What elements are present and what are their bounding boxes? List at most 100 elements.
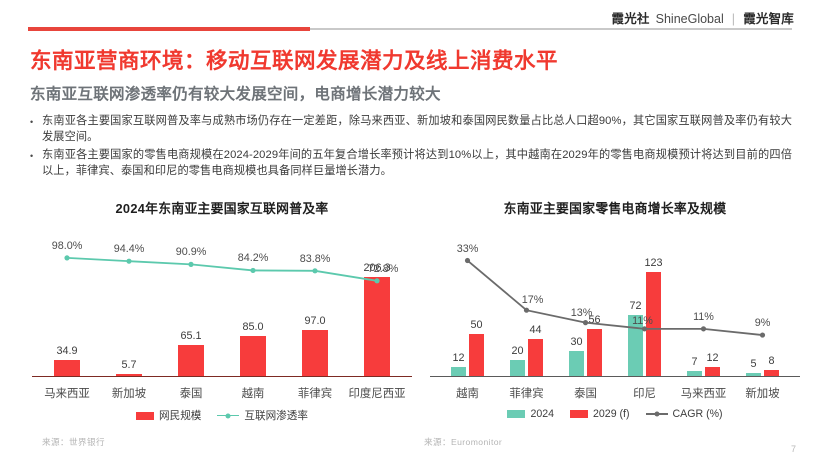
chart-plot-area: 12 50 20 44 30 56 72 123 7 12 5 8 33% 17% 13% 11% 11% 9% bbox=[424, 222, 806, 377]
chart-title: 东南亚主要国家零售电商增长率及规模 bbox=[503, 201, 727, 216]
legend-swatch-bar bbox=[136, 411, 155, 420]
legend-label: 2024 bbox=[530, 408, 555, 420]
chart-x-tick-label: 马来西亚 bbox=[44, 388, 90, 400]
chart-line-value-label: 98.0% bbox=[51, 239, 83, 252]
chart-title: 2024年东南亚主要国家互联网普及率 bbox=[115, 201, 329, 216]
source-note-left: 来源：世界银行 bbox=[42, 437, 105, 447]
bullet-text: 东南亚各主要国家的零售电商规模在2024-2029年间的五年复合增长率预计将达到… bbox=[42, 149, 792, 177]
chart-bar[interactable]: 30 bbox=[569, 336, 584, 377]
chart-bar[interactable]: 206.3 bbox=[363, 262, 391, 377]
chart-bar[interactable]: 97.0 bbox=[302, 315, 328, 377]
chart-x-tick-label: 印度尼西亚 bbox=[348, 388, 406, 400]
chart-line-value-label: 13% bbox=[570, 306, 593, 319]
chart-bar-value-label: 30 bbox=[570, 336, 583, 349]
legend-item-2024[interactable]: 2024 bbox=[507, 408, 554, 420]
brand-name-cn: 霞光社 bbox=[611, 12, 650, 26]
chart-bar[interactable]: 34.9 bbox=[54, 345, 80, 377]
chart-category-group: 34.9 bbox=[36, 222, 98, 377]
chart-bar[interactable]: 8 bbox=[764, 355, 779, 377]
chart-line-value-label: 11% bbox=[693, 310, 714, 323]
brand-name-en: ShineGlobal bbox=[655, 12, 724, 26]
page-number: 7 bbox=[790, 444, 796, 454]
chart-bar[interactable]: 65.1 bbox=[178, 330, 204, 377]
chart-bar-value-label: 5 bbox=[750, 357, 757, 370]
chart-bar-value-label: 65.1 bbox=[180, 330, 202, 343]
chart-retail-ecommerce: 东南亚主要国家零售电商增长率及规模 12 50 20 44 30 56 72 123 7 12 5 8… bbox=[424, 198, 806, 420]
chart-x-tick-label: 越南 bbox=[241, 388, 265, 400]
brand-separator: | bbox=[731, 12, 736, 26]
chart-bar-value-label: 44 bbox=[529, 324, 542, 337]
list-item: • 东南亚各主要国家互联网普及率与成熟市场仍存在一定差距，除马来西亚、新加坡和泰… bbox=[30, 113, 792, 145]
chart-x-tick-label: 菲律宾 bbox=[509, 388, 544, 400]
legend-item-2029[interactable]: 2029 (f) bbox=[570, 408, 630, 420]
chart-bar[interactable]: 56 bbox=[587, 314, 602, 377]
chart-bar-value-label: 12 bbox=[706, 351, 719, 364]
legend-swatch-2029 bbox=[570, 410, 589, 418]
chart-line-value-label: 84.2% bbox=[237, 252, 269, 265]
brand-logo: 霞光社 ShineGlobal | 霞光智库 bbox=[612, 8, 794, 27]
chart-line-value-label: 33% bbox=[456, 242, 479, 255]
chart-category-group: 97.0 bbox=[284, 222, 346, 377]
chart-bar-value-label: 8 bbox=[768, 355, 775, 368]
chart-x-tick-label: 菲律宾 bbox=[297, 388, 333, 400]
legend-item-bar[interactable]: 网民规模 bbox=[136, 408, 201, 423]
bullet-text: 东南亚各主要国家互联网普及率与成熟市场仍存在一定差距，除马来西亚、新加坡和泰国网… bbox=[42, 115, 792, 143]
chart-category-group: 72 123 bbox=[615, 222, 674, 377]
chart-bar[interactable]: 20 bbox=[510, 345, 525, 377]
chart-bars-layer: 12 50 20 44 30 56 72 123 7 12 5 8 bbox=[424, 222, 806, 377]
chart-line-value-label: 94.4% bbox=[113, 243, 145, 256]
chart-x-tick-label: 新加坡 bbox=[111, 388, 147, 400]
legend-item-cagr[interactable]: CAGR (%) bbox=[645, 408, 723, 420]
chart-bar-value-label: 34.9 bbox=[56, 345, 78, 358]
chart-bar[interactable]: 12 bbox=[705, 352, 720, 377]
list-item: • 东南亚各主要国家的零售电商规模在2024-2029年间的五年复合增长率预计将… bbox=[30, 147, 792, 179]
chart-bar[interactable]: 44 bbox=[528, 324, 543, 377]
legend-label: 网民规模 bbox=[159, 410, 202, 422]
chart-legend: 2024 2029 (f) CAGR (%) bbox=[424, 408, 806, 420]
chart-bar[interactable]: 5 bbox=[746, 358, 761, 377]
chart-x-tick-label: 越南 bbox=[456, 388, 479, 400]
chart-x-tick-label: 印尼 bbox=[633, 388, 656, 400]
legend-swatch-line bbox=[217, 412, 240, 420]
chart-x-axis bbox=[32, 375, 412, 377]
chart-line-value-label: 72.8% bbox=[367, 262, 399, 275]
chart-bar-value-label: 123 bbox=[644, 256, 663, 269]
legend-label: 2029 (f) bbox=[593, 408, 630, 420]
chart-category-group: 7 12 bbox=[674, 222, 733, 377]
chart-internet-penetration: 2024年东南亚主要国家互联网普及率 34.9 5.7 65.1 85.0 97.0 20… bbox=[26, 198, 418, 422]
chart-x-tick-label: 马来西亚 bbox=[680, 388, 727, 400]
bullet-dot-icon: • bbox=[30, 151, 34, 161]
bullet-list: • 东南亚各主要国家互联网普及率与成熟市场仍存在一定差距，除马来西亚、新加坡和泰… bbox=[30, 113, 792, 181]
chart-line-value-label: 11% bbox=[632, 314, 653, 327]
chart-bar[interactable]: 7 bbox=[687, 356, 702, 377]
chart-bar[interactable]: 50 bbox=[469, 319, 484, 377]
chart-bar[interactable]: 12 bbox=[451, 352, 466, 377]
legend-item-line[interactable]: 互联网渗透率 bbox=[217, 408, 308, 423]
legend-swatch-cagr bbox=[645, 410, 668, 418]
chart-category-group: 206.3 bbox=[346, 222, 408, 377]
chart-bar[interactable]: 85.0 bbox=[240, 321, 266, 377]
chart-bar-value-label: 5.7 bbox=[121, 359, 137, 372]
chart-category-group: 65.1 bbox=[160, 222, 222, 377]
chart-x-tick-labels: 越南 菲律宾 泰国 印尼 马来西亚 新加坡 bbox=[424, 379, 806, 405]
chart-bar-value-label: 97.0 bbox=[304, 314, 326, 327]
bullet-dot-icon: • bbox=[30, 117, 34, 127]
header-rule-accent bbox=[28, 26, 310, 31]
chart-bars-layer: 34.9 5.7 65.1 85.0 97.0 206.3 bbox=[26, 222, 418, 377]
page-title: 东南亚营商环境：移动互联网发展潜力及线上消费水平 bbox=[30, 49, 559, 73]
chart-bar-value-label: 85.0 bbox=[242, 320, 264, 333]
chart-line-value-label: 17% bbox=[521, 294, 544, 307]
chart-x-tick-label: 新加坡 bbox=[745, 388, 780, 400]
chart-legend: 网民规模 互联网渗透率 bbox=[26, 408, 418, 423]
chart-bar-value-label: 72 bbox=[629, 300, 642, 313]
source-note-right: 来源：Euromonitor bbox=[424, 437, 503, 447]
chart-bar-value-label: 7 bbox=[691, 356, 698, 368]
brand-sub-name-cn: 霞光智库 bbox=[743, 12, 794, 26]
chart-line-value-label: 9% bbox=[754, 317, 771, 330]
chart-x-tick-label: 泰国 bbox=[574, 388, 597, 400]
chart-bar-value-label: 50 bbox=[470, 319, 483, 332]
legend-label: 互联网渗透率 bbox=[244, 410, 308, 422]
chart-plot-area: 34.9 5.7 65.1 85.0 97.0 206.3 98.0% 94.4% 90.9%… bbox=[26, 222, 418, 377]
chart-category-group: 30 56 bbox=[556, 222, 615, 377]
